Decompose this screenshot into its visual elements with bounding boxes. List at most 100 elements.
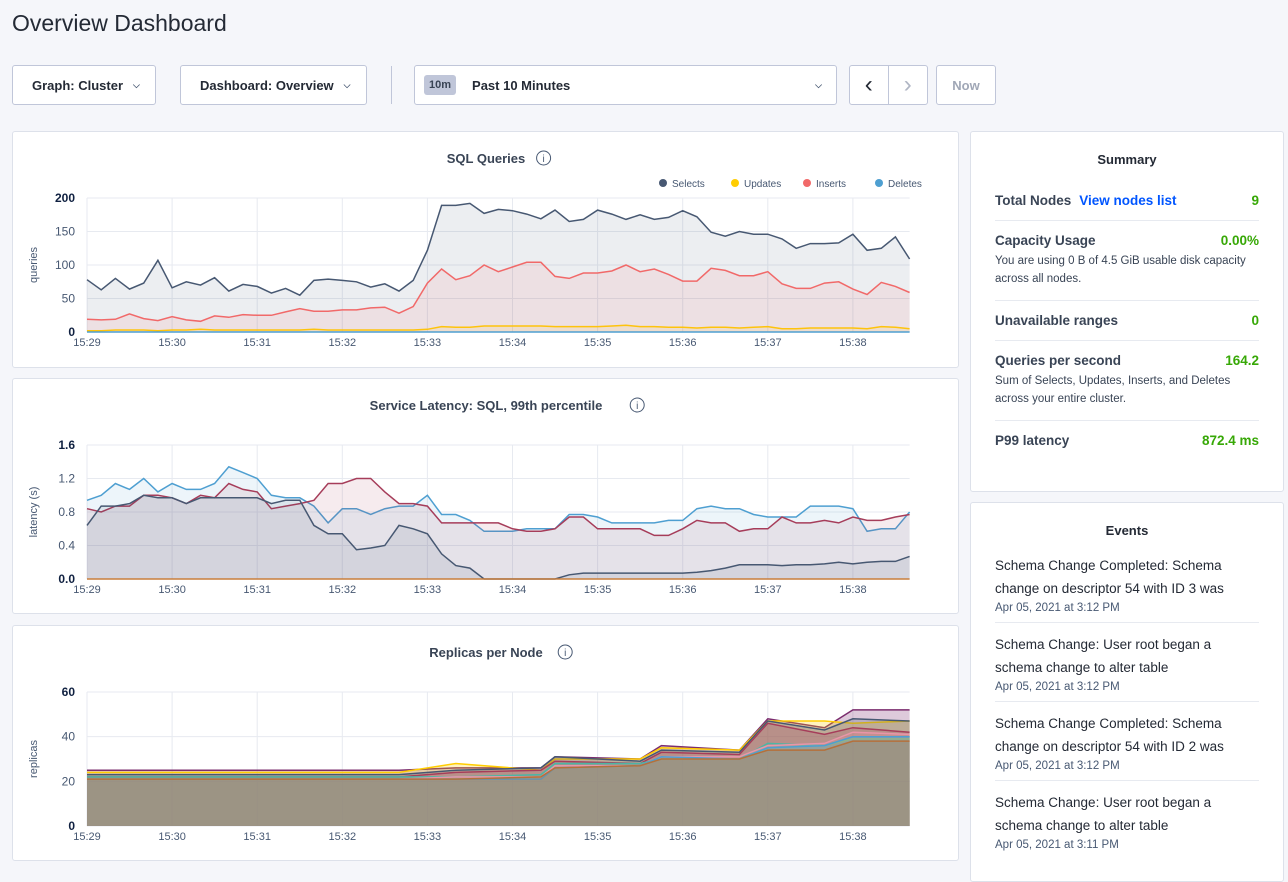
legend-label: Deletes <box>888 179 922 190</box>
event-item[interactable]: Schema Change: User root began a schema … <box>995 781 1259 859</box>
time-range-select[interactable]: 10m Past 10 Minutes ⌵ <box>414 65 837 105</box>
y-axis-label: queries <box>28 246 40 283</box>
x-tick-label: 15:36 <box>669 584 697 596</box>
sql-queries-chart: SQL Queries i 15:29 15:30 15:31 15:32 15:33 15:… <box>28 150 922 349</box>
y-tick-label: 1.6 <box>58 438 75 452</box>
x-tick-label: 15:32 <box>329 584 357 596</box>
summary-total-nodes: Total Nodes View nodes list 9 <box>995 181 1259 221</box>
x-tick-label: 15:38 <box>839 584 867 596</box>
series-line-series-2 <box>87 720 910 774</box>
value: 0.00% <box>1220 233 1259 248</box>
x-tick-label: 15:34 <box>499 831 527 843</box>
service-latency-panel: Service Latency: SQL, 99th percentile i 15… <box>12 378 959 614</box>
series-area-series-3 <box>87 718 910 826</box>
series-area-series-3 <box>87 495 910 579</box>
chevron-down-icon: ⌵ <box>343 79 351 90</box>
x-tick-label: 15:33 <box>414 584 442 596</box>
value: 9 <box>1251 193 1259 208</box>
legend-marker <box>659 179 667 187</box>
event-text: Schema Change Completed: Schema change o… <box>995 558 1224 596</box>
sql-queries-panel: SQL Queries i 15:29 15:30 15:31 15:32 15:33 15:… <box>12 131 959 368</box>
series-line-series-3 <box>87 718 910 776</box>
time-range-label: Past 10 Minutes <box>472 77 571 93</box>
legend-marker <box>803 179 811 187</box>
graph-select-label: Graph: Cluster <box>32 77 124 93</box>
label: Queries per second <box>995 353 1122 368</box>
now-button[interactable]: Now <box>936 65 996 105</box>
chevron-down-icon: ⌵ <box>815 79 822 90</box>
x-tick-label: 15:33 <box>414 337 442 349</box>
y-tick-label: 20 <box>62 774 76 788</box>
y-tick-label: 40 <box>62 730 76 744</box>
prev-button[interactable]: ‹ <box>850 66 889 104</box>
value: 0 <box>1251 313 1259 328</box>
summary-panel: Summary Total Nodes View nodes list 9 Capa… <box>970 131 1284 492</box>
chart-title: SQL Queries <box>447 151 526 166</box>
series-line-series-4 <box>87 722 910 778</box>
events-panel: Events Schema Change Completed: Schema c… <box>970 502 1284 882</box>
info-icon-glyph: i <box>564 648 566 659</box>
x-tick-label: 15:36 <box>669 337 697 349</box>
dashboard-select-label: Dashboard: Overview <box>200 77 334 93</box>
info-icon <box>629 397 645 413</box>
y-tick-label: 0.0 <box>58 572 75 586</box>
series-line-series-9 <box>87 740 910 780</box>
y-tick-label: 1.2 <box>58 472 75 486</box>
summary-unavailable-ranges: Unavailable ranges 0 <box>995 301 1259 341</box>
divider <box>391 66 392 104</box>
label: P99 latency <box>995 433 1070 448</box>
y-tick-label: 60 <box>62 685 76 699</box>
series-line-series-1 <box>86 465 911 533</box>
y-axis-label: latency (s) <box>28 487 40 538</box>
y-tick-label: 150 <box>55 225 75 239</box>
replicas-panel: Replicas per Node i 15:29 15:30 15:31 15:32 15… <box>12 625 959 861</box>
summary-qps: Queries per second 164.2 Sum of Selects, U… <box>995 341 1259 421</box>
dashboard-select[interactable]: Dashboard: Overview ⌵ <box>180 65 367 105</box>
series-area-series-2 <box>87 721 910 826</box>
x-tick-label: 15:37 <box>754 831 782 843</box>
summary-title: Summary <box>1097 152 1157 167</box>
view-nodes-link[interactable]: View nodes list <box>1079 193 1177 208</box>
time-nav: ‹ › <box>849 65 928 105</box>
label: Unavailable ranges <box>995 313 1119 328</box>
time-badge: 10m <box>424 75 457 95</box>
y-tick-label: 0.8 <box>58 505 75 519</box>
event-text: Schema Change: User root began a schema … <box>995 795 1212 833</box>
service-latency-chart: Service Latency: SQL, 99th percentile i 15… <box>28 397 911 596</box>
x-tick-label: 15:29 <box>73 337 101 349</box>
x-tick-label: 15:30 <box>158 337 186 349</box>
x-tick-label: 15:30 <box>158 584 186 596</box>
events-title: Events <box>1105 523 1149 538</box>
y-tick-label: 0 <box>68 819 75 833</box>
series-area-series-6 <box>87 738 910 826</box>
event-date: Apr 05, 2021 at 3:11 PM <box>995 839 1119 851</box>
x-tick-label: 15:35 <box>584 584 612 596</box>
x-tick-label: 15:34 <box>499 337 527 349</box>
graph-select[interactable]: Graph: Cluster ⌵ <box>12 65 156 105</box>
x-tick-label: 15:38 <box>839 337 867 349</box>
chart-title: Replicas per Node <box>429 645 542 660</box>
y-tick-label: 0.4 <box>58 539 75 553</box>
event-item[interactable]: Schema Change Completed: Schema change o… <box>995 544 1259 623</box>
series-line-updates <box>87 324 910 332</box>
x-tick-label: 15:31 <box>243 584 271 596</box>
x-tick-label: 15:37 <box>754 337 782 349</box>
info-icon <box>557 644 573 660</box>
series-area-series-9 <box>87 741 910 826</box>
x-tick-label: 15:32 <box>329 831 357 843</box>
event-item[interactable]: Schema Change Completed: Schema change o… <box>995 702 1259 781</box>
series-area-series-1 <box>87 466 910 579</box>
event-date: Apr 05, 2021 at 3:12 PM <box>995 602 1120 614</box>
event-item[interactable]: Schema Change: User root began a schema … <box>995 623 1259 702</box>
event-text: Schema Change Completed: Schema change o… <box>995 716 1224 754</box>
next-button[interactable]: › <box>903 71 912 98</box>
legend-label: Updates <box>744 179 781 190</box>
x-tick-label: 15:30 <box>158 831 186 843</box>
series-line-inserts <box>86 261 910 323</box>
legend-marker <box>875 179 883 187</box>
event-text: Schema Change: User root began a schema … <box>995 637 1212 675</box>
x-tick-label: 15:32 <box>329 337 357 349</box>
y-tick-label: 0 <box>68 325 75 339</box>
series-area-selects <box>87 203 910 332</box>
series-line-selects <box>86 202 911 297</box>
